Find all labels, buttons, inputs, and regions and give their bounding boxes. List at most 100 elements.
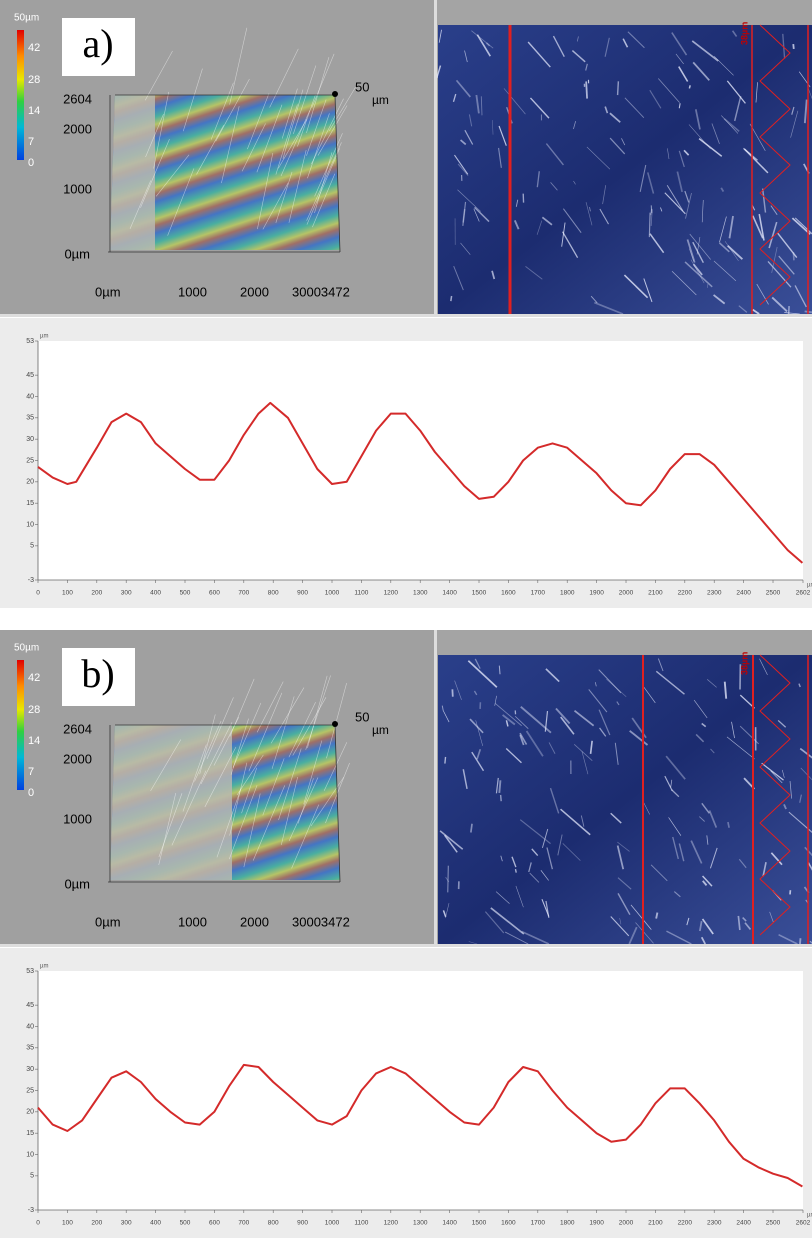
x-tick-label: 1800 — [560, 1220, 575, 1227]
y-tick-label: -3 — [28, 577, 34, 584]
divider — [434, 0, 437, 315]
color-scale — [17, 30, 24, 160]
y-tick-label: 5 — [30, 543, 34, 550]
surface-x-label: 2000 — [240, 284, 269, 299]
surface-y-label: 2000 — [63, 121, 92, 136]
x-tick-label: 800 — [268, 590, 279, 597]
scale-tick-label: 7 — [28, 136, 34, 148]
x-tick-label: 600 — [209, 1220, 220, 1227]
y-tick-label: 35 — [26, 1045, 34, 1052]
x-tick-label: 1900 — [589, 590, 604, 597]
x-tick-label: 100 — [62, 1220, 73, 1227]
surface-y-label: 0µm — [64, 876, 90, 891]
surface-z-unit: µm — [372, 723, 389, 737]
scale-tick-label: 28 — [28, 704, 40, 716]
y-tick-label: 25 — [26, 1087, 34, 1094]
micrograph-scratch — [618, 81, 619, 95]
scale-title: 50µm — [14, 13, 39, 24]
x-tick-label: 300 — [121, 590, 132, 597]
x-tick-label: 2300 — [707, 590, 722, 597]
scale-tick-label: 0 — [28, 787, 34, 799]
x-tick-label: 100 — [62, 590, 73, 597]
x-tick-label: 2400 — [736, 1220, 751, 1227]
x-tick-label: 1200 — [384, 590, 399, 597]
y-tick-label: 20 — [26, 1109, 34, 1116]
micrograph-scratch — [501, 795, 502, 801]
y-tick-label: 10 — [26, 1151, 34, 1158]
x-tick-label: 300 — [121, 1220, 132, 1227]
surface-x-label: 1000 — [178, 284, 207, 299]
surface-x-label: 0µm — [95, 284, 121, 299]
panel-label: b) — [81, 651, 114, 696]
x-tick-label: 1600 — [501, 1220, 516, 1227]
x-tick-label: 800 — [268, 1220, 279, 1227]
x-tick-label: 1300 — [413, 1220, 428, 1227]
surface-x-label: 2000 — [240, 914, 269, 929]
surface-x-label: 30003472 — [292, 914, 350, 929]
x-tick-label: 2602 — [796, 1220, 811, 1227]
x-tick-label: 1700 — [531, 1220, 546, 1227]
surface-marker — [332, 91, 338, 97]
divider — [0, 314, 812, 317]
scale-tick-label: 28 — [28, 74, 40, 86]
x-tick-label: 1000 — [325, 1220, 340, 1227]
surface-y-label: 0µm — [64, 246, 90, 261]
micrograph-scratch — [499, 780, 500, 793]
x-tick-label: 1300 — [413, 590, 428, 597]
surface-untextured — [110, 95, 155, 250]
scale-tick-label: 0 — [28, 157, 34, 169]
surface-untextured — [110, 725, 232, 880]
x-tick-label: 2602 — [796, 590, 811, 597]
x-tick-label: 1800 — [560, 590, 575, 597]
surface-x-label: 1000 — [178, 914, 207, 929]
x-tick-label: 1700 — [531, 590, 546, 597]
divider — [0, 944, 812, 947]
x-tick-label: 1100 — [354, 1220, 368, 1227]
x-tick-label: 1500 — [472, 1220, 487, 1227]
x-tick-label: 500 — [180, 1220, 191, 1227]
x-tick-label: 900 — [297, 1220, 308, 1227]
page: {"panels": [ {"label": "a)", "color_scal… — [0, 0, 812, 1241]
x-tick-label: 700 — [238, 590, 249, 597]
surface-z-label: 50 — [355, 709, 369, 724]
x-tick-label: 1600 — [501, 590, 516, 597]
scale-tick-label: 14 — [28, 735, 40, 747]
y-tick-label: 53 — [26, 338, 34, 345]
y-tick-label: 40 — [26, 1023, 34, 1030]
micrograph-scratch — [448, 866, 449, 893]
micrograph-label: 38µm — [739, 22, 749, 45]
y-tick-label: -3 — [28, 1207, 34, 1214]
x-unit: µm — [807, 583, 812, 589]
surface-y-label: 2604 — [63, 91, 92, 106]
panel-label: a) — [82, 21, 113, 66]
x-tick-label: 2300 — [707, 1220, 722, 1227]
micrograph-scratch — [689, 85, 690, 88]
micrograph-scratch — [445, 757, 446, 764]
micrograph — [438, 655, 812, 945]
x-tick-label: 0 — [36, 1220, 40, 1227]
y-unit: µm — [40, 334, 48, 340]
y-tick-label: 45 — [26, 1002, 34, 1009]
x-tick-label: 2200 — [678, 590, 693, 597]
y-tick-label: 15 — [26, 1130, 34, 1137]
x-tick-label: 900 — [297, 590, 308, 597]
x-tick-label: 200 — [91, 1220, 102, 1227]
y-unit: µm — [40, 964, 48, 970]
x-tick-label: 1000 — [325, 590, 340, 597]
scale-tick-label: 14 — [28, 105, 40, 117]
x-tick-label: 2000 — [619, 590, 634, 597]
surface-y-label: 1000 — [63, 811, 92, 826]
x-tick-label: 2200 — [678, 1220, 693, 1227]
y-tick-label: 53 — [26, 968, 34, 975]
scale-tick-label: 7 — [28, 766, 34, 778]
surface-z-unit: µm — [372, 93, 389, 107]
micrograph-label: 38µm — [739, 652, 749, 675]
micrograph-scratch — [649, 213, 650, 237]
plot-area — [38, 341, 803, 580]
divider — [434, 630, 437, 945]
x-tick-label: 1100 — [354, 590, 368, 597]
micrograph-scratch — [499, 666, 500, 675]
x-tick-label: 700 — [238, 1220, 249, 1227]
y-tick-label: 20 — [26, 479, 34, 486]
x-tick-label: 1900 — [589, 1220, 604, 1227]
